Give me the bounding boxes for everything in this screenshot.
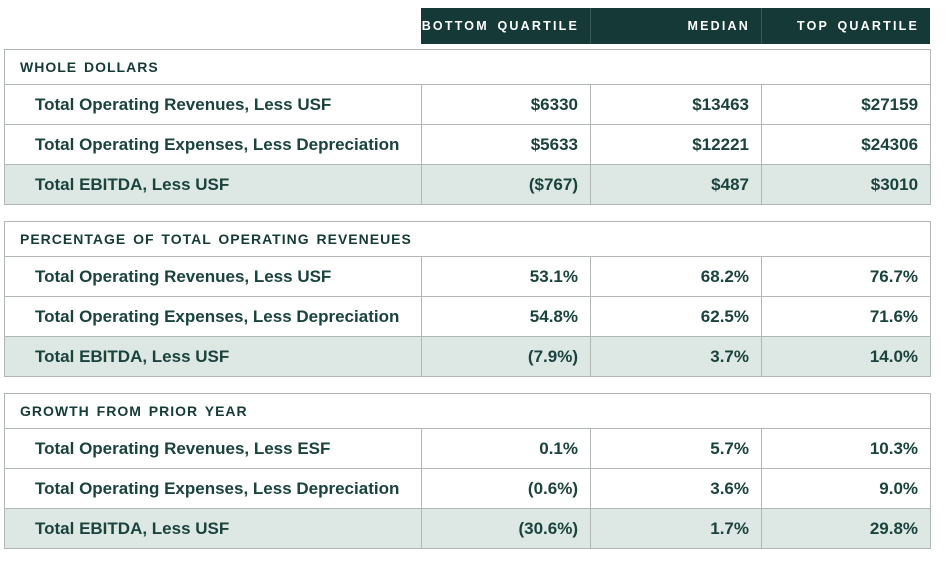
section-title: GROWTH FROM PRIOR YEAR (3, 393, 932, 429)
section-table-whole-dollars: WHOLE DOLLARS Total Operating Revenues, … (3, 49, 932, 205)
cell-median: $487 (590, 164, 762, 205)
cell-median: 3.6% (590, 468, 762, 509)
cell-bottom-quartile: ($767) (421, 164, 591, 205)
cell-top-quartile: 10.3% (760, 428, 932, 469)
cell-top-quartile: $24306 (760, 124, 932, 165)
section-title: WHOLE DOLLARS (3, 49, 932, 85)
cell-median: 62.5% (590, 296, 762, 337)
row-label: Total EBITDA, Less USF (4, 508, 422, 549)
cell-top-quartile: 71.6% (760, 296, 932, 337)
column-header-row: BOTTOM QUARTILE MEDIAN TOP QUARTILE (421, 8, 930, 44)
cell-top-quartile: 14.0% (760, 336, 932, 377)
column-header-bottom-quartile: BOTTOM QUARTILE (421, 19, 579, 33)
section-header-row: PERCENTAGE OF TOTAL OPERATING REVENEUES (3, 221, 932, 257)
cell-median: 5.7% (590, 428, 762, 469)
row-label: Total Operating Expenses, Less Depreciat… (4, 296, 422, 337)
section-header-row: GROWTH FROM PRIOR YEAR (3, 393, 932, 429)
column-header-median: MEDIAN (590, 8, 761, 44)
row-label: Total Operating Revenues, Less ESF (4, 428, 422, 469)
cell-bottom-quartile: 0.1% (421, 428, 591, 469)
table-row-ebitda: Total EBITDA, Less USF (7.9%) 3.7% 14.0% (4, 336, 932, 377)
cell-bottom-quartile: (0.6%) (421, 468, 591, 509)
row-label: Total Operating Revenues, Less USF (4, 256, 422, 297)
table-row: Total Operating Expenses, Less Depreciat… (4, 124, 932, 165)
table-row: Total Operating Revenues, Less ESF 0.1% … (4, 428, 932, 469)
cell-median: 68.2% (590, 256, 762, 297)
cell-bottom-quartile: (7.9%) (421, 336, 591, 377)
row-label: Total Operating Expenses, Less Depreciat… (4, 124, 422, 165)
section-title: PERCENTAGE OF TOTAL OPERATING REVENEUES (3, 221, 932, 257)
table-row: Total Operating Revenues, Less USF 53.1%… (4, 256, 932, 297)
row-label: Total Operating Expenses, Less Depreciat… (4, 468, 422, 509)
cell-top-quartile: $3010 (760, 164, 932, 205)
cell-top-quartile: 76.7% (760, 256, 932, 297)
cell-bottom-quartile: (30.6%) (421, 508, 591, 549)
table-row-ebitda: Total EBITDA, Less USF (30.6%) 1.7% 29.8… (4, 508, 932, 549)
row-label: Total Operating Revenues, Less USF (4, 84, 422, 125)
cell-top-quartile: 9.0% (760, 468, 932, 509)
section-table-growth-from-prior-year: GROWTH FROM PRIOR YEAR Total Operating R… (3, 393, 932, 549)
table-row-ebitda: Total EBITDA, Less USF ($767) $487 $3010 (4, 164, 932, 205)
row-label: Total EBITDA, Less USF (4, 164, 422, 205)
table-row: Total Operating Expenses, Less Depreciat… (4, 468, 932, 509)
column-header-top-quartile: TOP QUARTILE (761, 8, 930, 44)
cell-median: $13463 (590, 84, 762, 125)
cell-top-quartile: $27159 (760, 84, 932, 125)
section-table-percentage-of-revenues: PERCENTAGE OF TOTAL OPERATING REVENEUES … (3, 221, 932, 377)
table-row: Total Operating Expenses, Less Depreciat… (4, 296, 932, 337)
section-header-row: WHOLE DOLLARS (3, 49, 932, 85)
cell-bottom-quartile: $5633 (421, 124, 591, 165)
cell-bottom-quartile: 54.8% (421, 296, 591, 337)
cell-top-quartile: 29.8% (760, 508, 932, 549)
table-row: Total Operating Revenues, Less USF $6330… (4, 84, 932, 125)
row-label: Total EBITDA, Less USF (4, 336, 422, 377)
cell-bottom-quartile: 53.1% (421, 256, 591, 297)
cell-bottom-quartile: $6330 (421, 84, 591, 125)
cell-median: $12221 (590, 124, 762, 165)
cell-median: 3.7% (590, 336, 762, 377)
cell-median: 1.7% (590, 508, 762, 549)
